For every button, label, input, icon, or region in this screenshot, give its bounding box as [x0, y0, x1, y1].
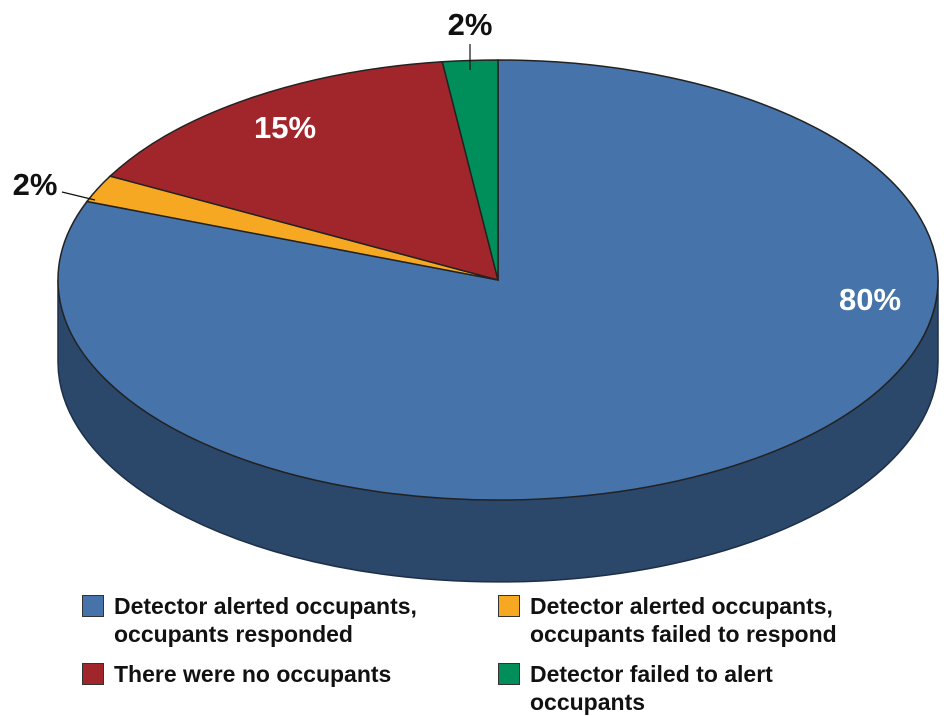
legend-swatch — [82, 595, 104, 617]
legend-item: Detector failed to alert occupants — [498, 660, 918, 716]
legend-label: There were no occupants — [114, 661, 392, 687]
legend-label: Detector failed to alert occupants — [530, 661, 773, 715]
leader-line — [61, 191, 96, 201]
legend-item: Detector alerted occupants, occupants re… — [82, 592, 498, 648]
value-label: 15% — [254, 110, 316, 145]
legend: Detector alerted occupants, occupants re… — [82, 592, 918, 716]
legend-swatch — [82, 663, 104, 685]
value-label: 2% — [13, 167, 58, 202]
legend-label: Detector alerted occupants, occupants re… — [114, 593, 417, 647]
pie-chart: 80% 2% 15% 2% — [13, 7, 939, 583]
slice — [108, 60, 500, 282]
legend-item: There were no occupants — [82, 660, 498, 716]
value-label: 80% — [839, 282, 901, 317]
value-label: 2% — [448, 7, 493, 42]
legend-swatch — [498, 663, 520, 685]
legend-label: Detector alerted occupants, occupants fa… — [530, 593, 837, 647]
legend-swatch — [498, 595, 520, 617]
legend-item: Detector alerted occupants, occupants fa… — [498, 592, 918, 648]
